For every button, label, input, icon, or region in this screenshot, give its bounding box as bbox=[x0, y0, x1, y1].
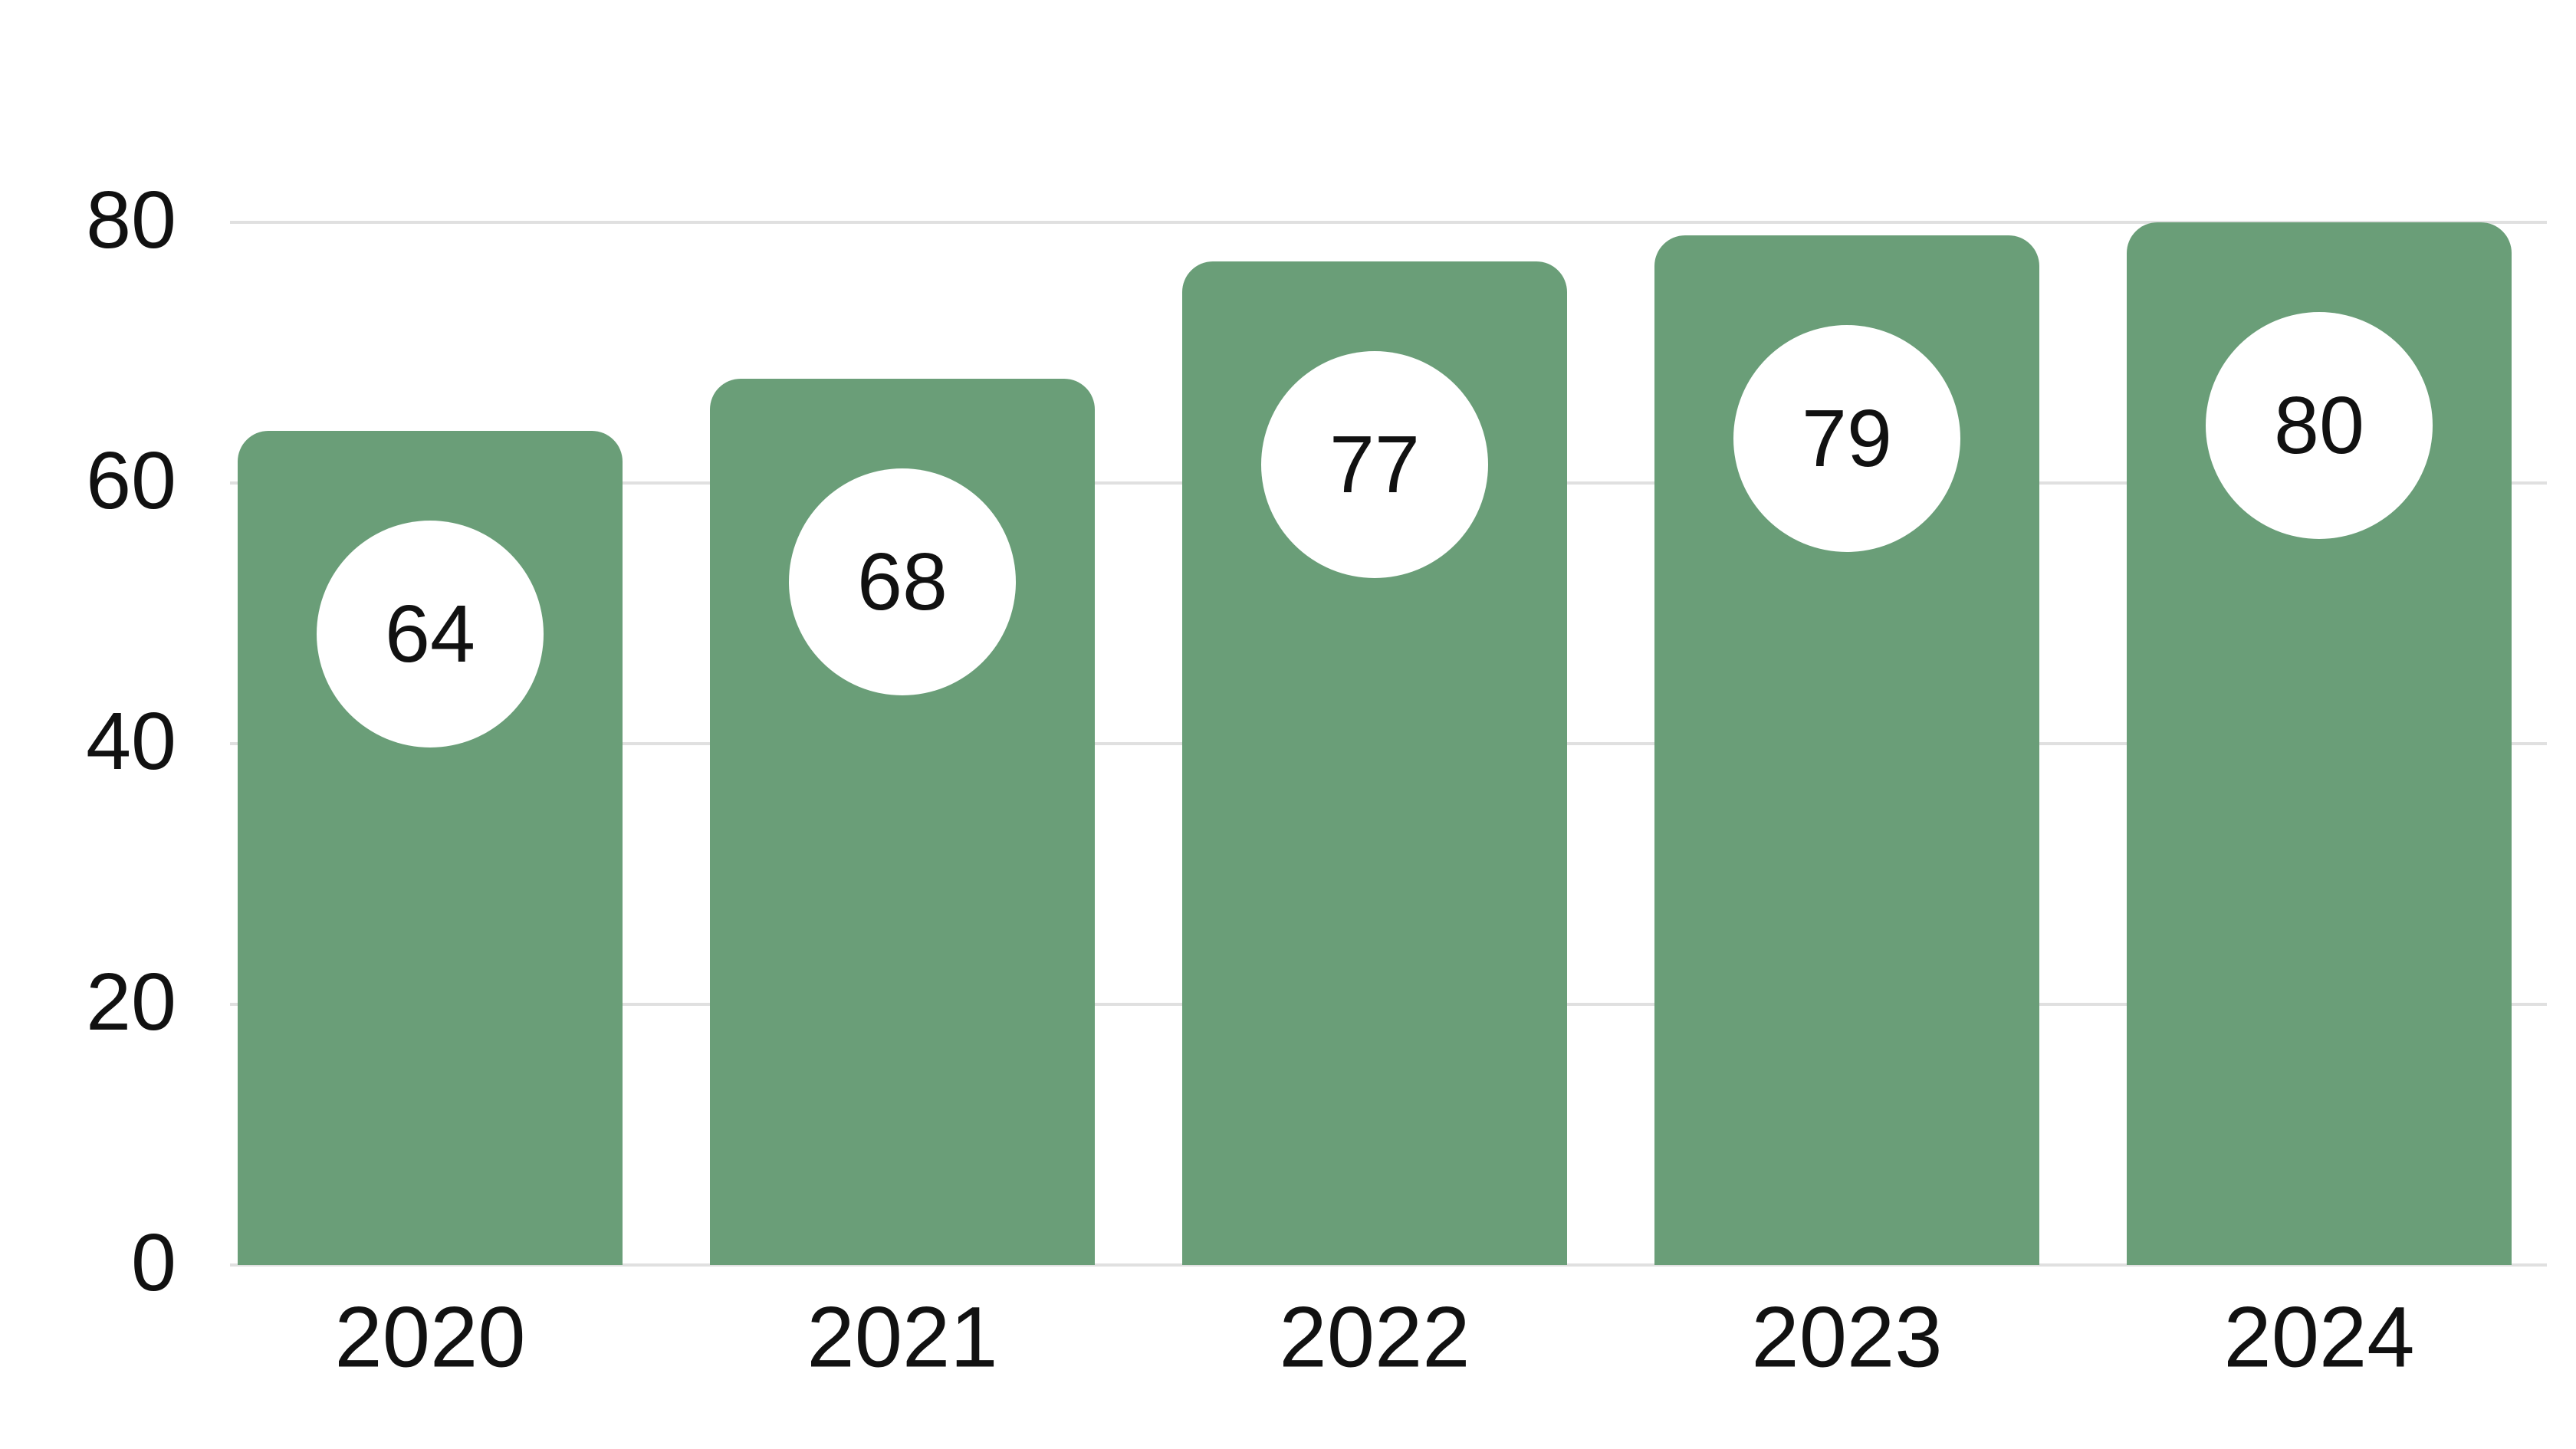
bar-value-bubble: 64 bbox=[317, 521, 544, 748]
bar-value-bubble: 80 bbox=[2206, 312, 2433, 539]
bar-value-bubble: 77 bbox=[1261, 351, 1488, 578]
gridline-80 bbox=[230, 221, 2547, 224]
x-axis-label-2020: 2020 bbox=[334, 1289, 526, 1385]
y-axis-tick-label: 20 bbox=[86, 957, 176, 1048]
bar-value-bubble: 79 bbox=[1733, 325, 1960, 552]
y-axis-tick-label: 80 bbox=[86, 175, 176, 266]
y-axis-tick-label: 0 bbox=[131, 1217, 176, 1309]
y-axis-tick-label: 40 bbox=[86, 696, 176, 787]
x-axis-label-2021: 2021 bbox=[807, 1289, 998, 1385]
bar-value-bubble: 68 bbox=[789, 468, 1016, 695]
x-axis-label-2024: 2024 bbox=[2223, 1289, 2415, 1385]
x-axis-label-2022: 2022 bbox=[1279, 1289, 1470, 1385]
x-axis-label-2023: 2023 bbox=[1751, 1289, 1943, 1385]
y-axis-tick-label: 60 bbox=[86, 435, 176, 527]
gridline-0 bbox=[230, 1263, 2547, 1267]
